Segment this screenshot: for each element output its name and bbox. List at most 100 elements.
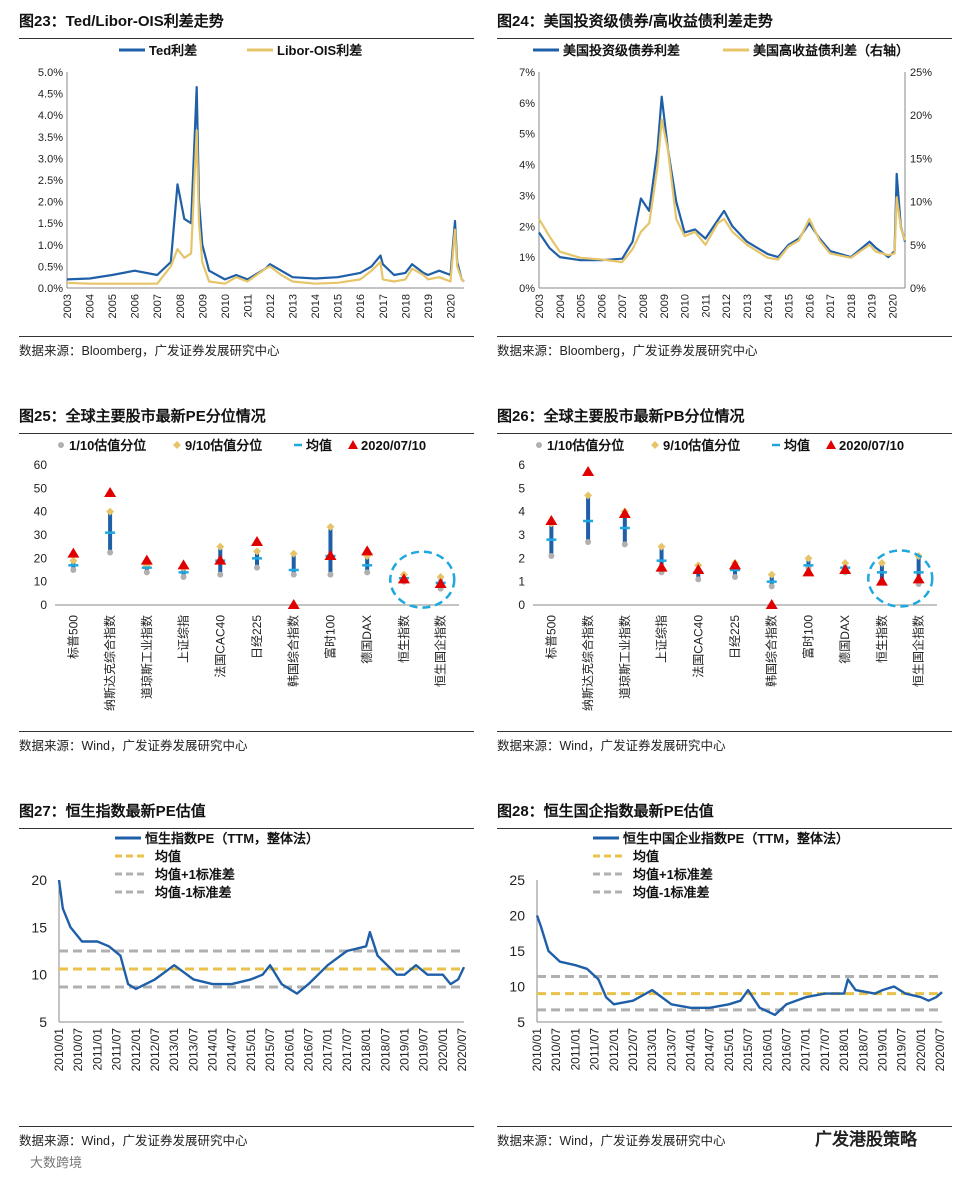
source-note: 数据来源：Wind，广发证券发展研究中心	[19, 1134, 248, 1148]
p10-point	[548, 553, 555, 559]
chart-hscei-pe: 5 10 15 20 25 2010/01 2010/07 2011/01 2011/07 201…	[509, 831, 947, 1072]
title-rule	[497, 38, 952, 39]
x-tick-label: 2013/07	[186, 1028, 200, 1072]
category-label: 韩国综合指数	[764, 615, 779, 687]
x-tick-label: 2012	[265, 294, 277, 318]
source-rule	[497, 731, 952, 732]
series-line-primary	[66, 85, 465, 283]
legend-swatch	[173, 441, 181, 449]
category-label: 上证综指	[176, 615, 191, 663]
x-tick-label: 2018/07	[378, 1028, 392, 1072]
p90-point	[877, 559, 886, 567]
y-tick-label: 5	[518, 481, 525, 495]
category-label: 韩国综合指数	[286, 615, 301, 687]
x-tick-label: 2005	[576, 294, 588, 318]
y-tick-label: 2%	[519, 221, 535, 233]
x-tick-label: 2013	[288, 294, 300, 318]
chart-us-credit-spread: 0% 1% 2% 3% 4% 5% 6% 7% 0% 5% 10% 15% 20% 25% 2003 2004…	[519, 43, 932, 318]
current-point	[67, 547, 80, 558]
current-point	[802, 566, 815, 577]
p10-point	[180, 574, 187, 580]
x-tick-label: 2020/07	[455, 1028, 469, 1072]
x-tick-label: 2010/01	[52, 1028, 66, 1072]
highlight-ellipse	[389, 550, 456, 609]
x-tick-label: 2010	[220, 294, 232, 318]
legend-swatch	[826, 440, 836, 449]
current-point	[324, 550, 337, 560]
x-tick-label: 2003	[62, 294, 74, 318]
x-tick-label: 2020/01	[914, 1028, 928, 1072]
legend-label: 2020/07/10	[361, 438, 426, 453]
y-tick-label: 40	[34, 505, 48, 519]
legend-label: 1/10估值分位	[69, 438, 146, 453]
title-rule	[19, 828, 474, 829]
y-tick-label: 2.5%	[38, 175, 63, 187]
x-tick-label: 2011	[700, 294, 712, 318]
current-point	[397, 573, 410, 584]
x-tick-label: 2016/07	[302, 1028, 316, 1072]
panel-title: 图27：恒生指数最新PE估值	[19, 803, 206, 820]
legend-label: Ted利差	[149, 43, 197, 58]
y-tick-label: 3.0%	[38, 153, 63, 165]
y-tick-label: 10	[509, 979, 525, 995]
current-point	[214, 554, 227, 565]
x-tick-label: 2008	[638, 294, 650, 318]
x-tick-label: 2014/07	[703, 1028, 717, 1072]
category-label: 道琼斯工业指数	[617, 615, 632, 699]
x-tick-label: 2004	[555, 294, 567, 318]
x-tick-label: 2011/01	[568, 1028, 582, 1071]
x-tick-label: 2017	[378, 294, 390, 318]
x-tick-label: 2013/01	[645, 1028, 659, 1072]
y-tick-label: 2.0%	[38, 197, 63, 209]
y-tick-label: 0	[518, 598, 525, 612]
y-tick-label: 10	[34, 575, 48, 589]
x-tick-label: 2017	[825, 294, 837, 318]
legend-swatch	[348, 440, 358, 449]
x-tick-label: 2016	[355, 294, 367, 318]
panel-ted-libor: 图23：Ted/Libor-OIS利差走势 0.0% 0.5% 1.0% 1.5% 2.…	[19, 10, 474, 360]
p90-point	[804, 554, 813, 563]
x-tick-label: 2007	[152, 294, 164, 318]
source-note: 数据来源：Wind，广发证券发展研究中心	[497, 1134, 726, 1148]
legend-label: 9/10估值分位	[663, 438, 740, 453]
legend-label: 均值	[155, 849, 181, 864]
p10-point	[327, 571, 334, 578]
y-tick-label: 1	[518, 575, 525, 589]
p10-point	[732, 574, 738, 580]
p10-point	[217, 571, 224, 578]
x-tick-label: 2011	[242, 294, 254, 318]
p90-point	[106, 507, 115, 516]
x-tick-label: 2018	[400, 294, 412, 318]
current-point	[361, 545, 374, 556]
category-label: 恒生指数	[396, 615, 411, 663]
y-tick-label: 1%	[519, 252, 535, 264]
x-tick-label: 2014	[763, 294, 775, 318]
x-tick-label: 2009	[659, 294, 671, 318]
legend-label: 均值	[633, 849, 659, 864]
current-point	[839, 564, 852, 574]
legend-label: 均值+1标准差	[155, 867, 235, 882]
brand-label: 广发港股策略	[815, 1130, 917, 1149]
current-point	[582, 466, 595, 476]
category-label: 德国DAX	[837, 615, 852, 664]
current-point	[912, 573, 925, 584]
watermark: 大数跨境	[30, 1155, 83, 1170]
x-tick-label: 2016/01	[760, 1028, 774, 1072]
current-point	[287, 599, 300, 609]
p90-point	[326, 522, 335, 531]
x-tick-label: 2018/01	[837, 1028, 851, 1072]
legend-label: 均值	[784, 438, 810, 453]
x-tick-label: 2016/07	[780, 1028, 794, 1072]
source-rule	[497, 336, 952, 337]
p90-point	[436, 573, 445, 581]
y-tick-label: 15	[31, 919, 47, 935]
x-tick-label: 2004	[85, 294, 97, 318]
series-line-primary	[538, 95, 907, 262]
x-tick-label: 2017/07	[340, 1028, 354, 1072]
y-tick-label: 0.5%	[38, 261, 63, 273]
panel-us-credit-spread: 图24：美国投资级债券/高收益债利差走势 0% 1% 2% 3% 4% 5% 6% 7% 0% 5…	[497, 10, 952, 360]
p90-point	[841, 559, 850, 567]
p10-point	[768, 583, 775, 590]
highlight-ellipse	[867, 549, 934, 608]
category-label: 恒生指数	[874, 615, 889, 663]
